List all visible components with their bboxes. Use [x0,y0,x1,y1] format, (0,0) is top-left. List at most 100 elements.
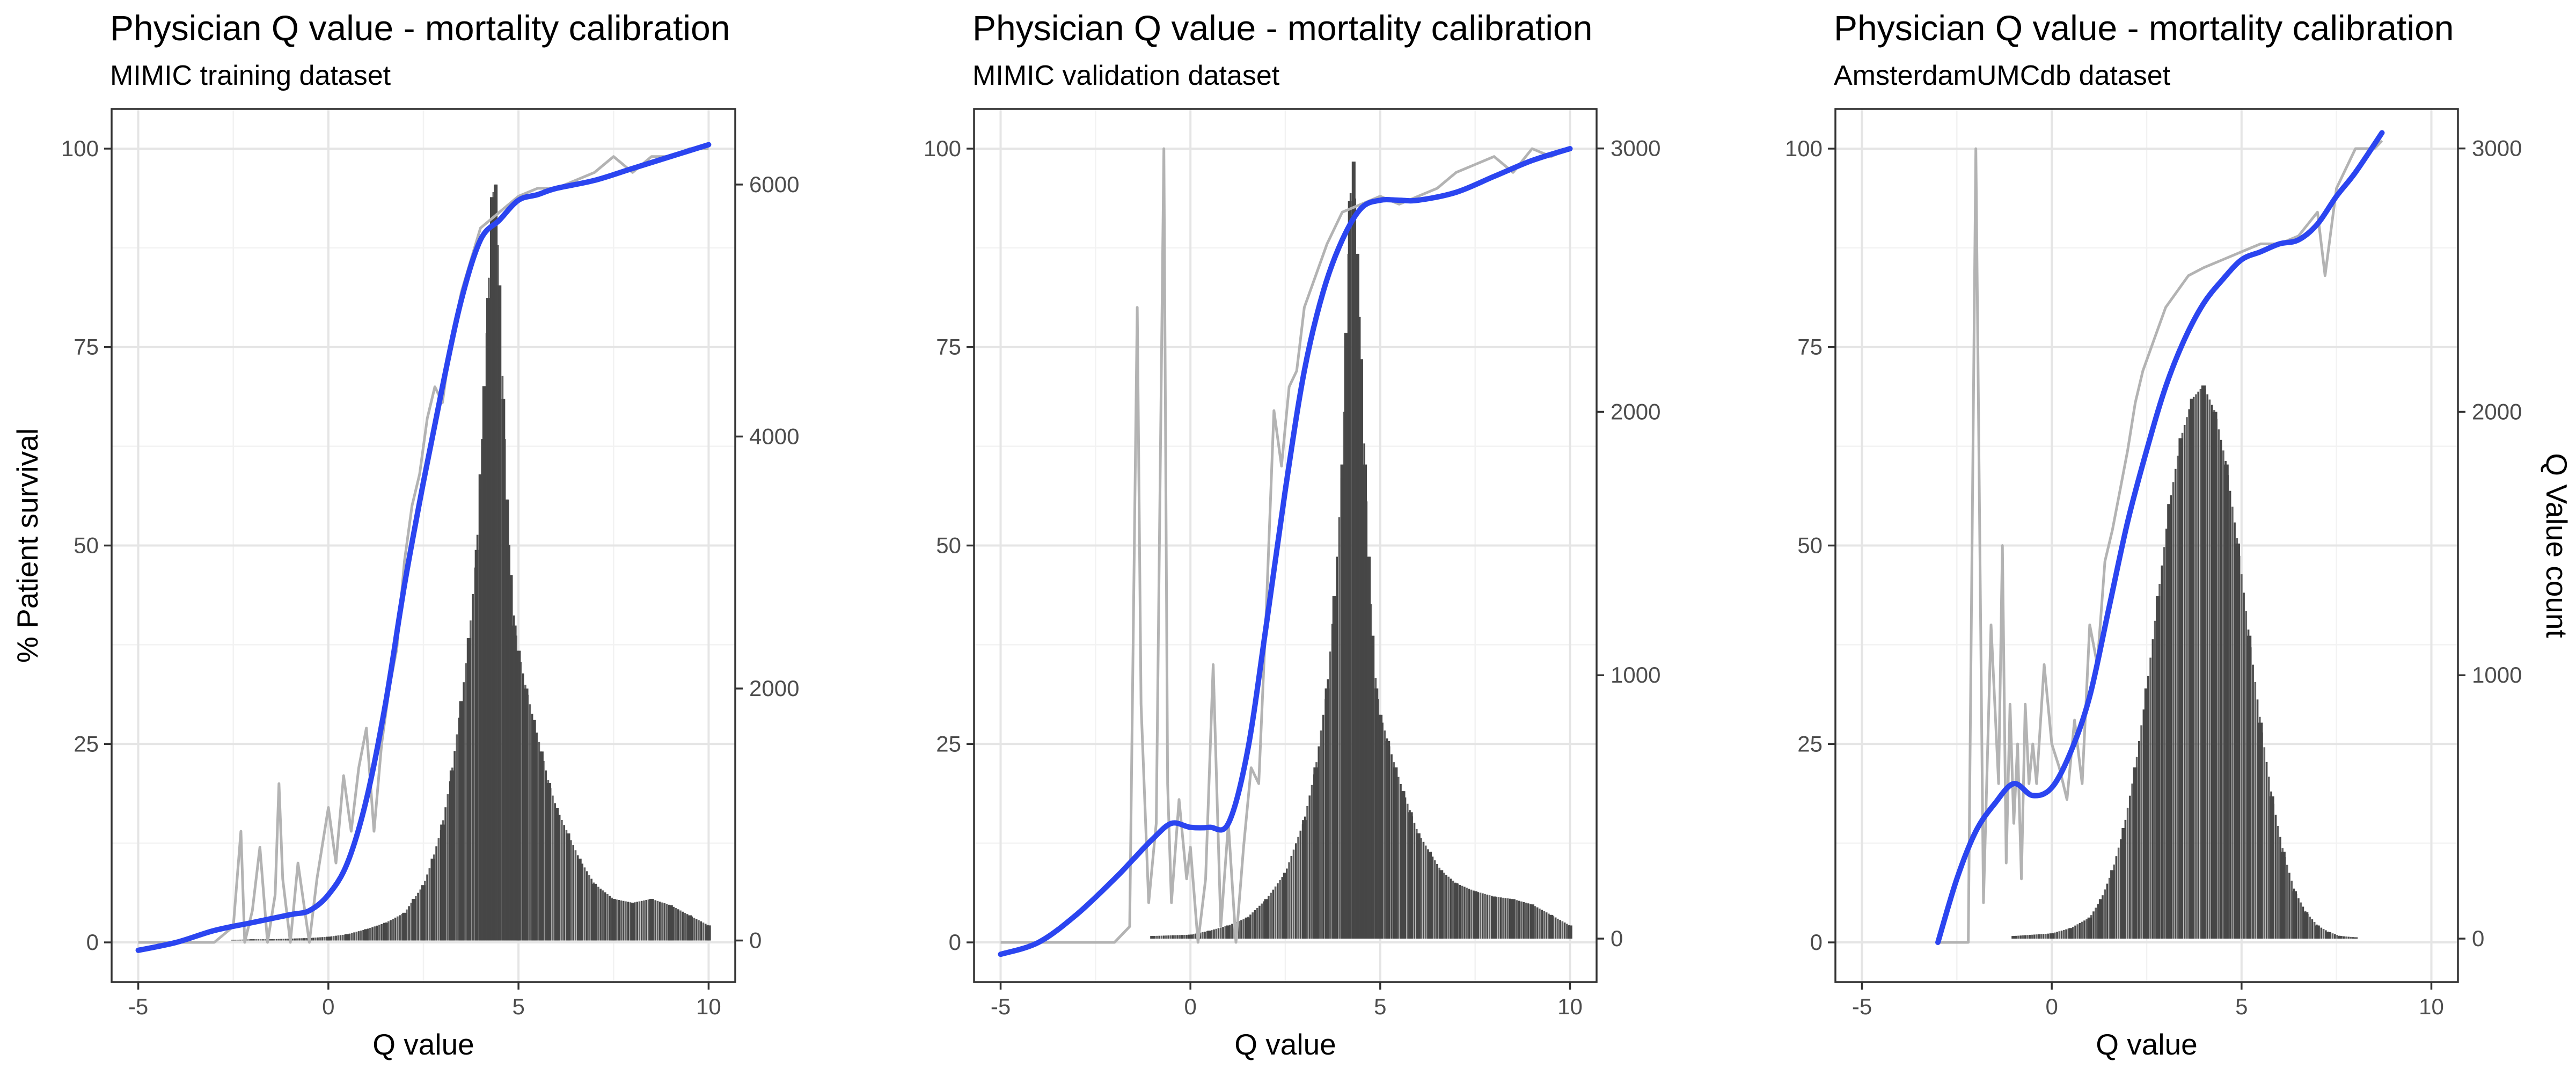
histogram-bin [675,908,677,941]
histogram-bin [2313,921,2316,939]
histogram-bin [1365,501,1368,939]
histogram-bin [2234,522,2236,939]
histogram-bin [658,902,661,941]
histogram-bin [552,795,554,941]
histogram-bin [2254,682,2257,939]
y2-tick-label: 4000 [749,423,799,449]
histogram-bin [332,936,335,941]
histogram-bin [1457,884,1459,939]
histogram-bin [2058,931,2061,939]
histogram-bin [1208,931,1211,939]
histogram-bin [1331,624,1334,939]
histogram-bin [654,900,657,941]
histogram-bin [691,916,693,941]
histogram-bin [1381,722,1384,939]
histogram-bin [625,901,627,941]
histogram-bin [1299,830,1302,939]
y-axis-label: % Patient survival [11,428,44,663]
histogram-bin [330,936,333,941]
histogram-bin [1486,894,1489,939]
x-axis-label: Q value [2096,1028,2198,1061]
histogram-bin [1447,876,1450,939]
histogram-bin [444,807,447,941]
histogram-bin [1377,699,1379,939]
histogram-bin [645,900,648,941]
histogram-bin [2115,856,2118,939]
histogram-bin [1245,918,1247,939]
histogram-bin [2327,931,2329,939]
histogram-bin [595,885,597,941]
histogram-bin [2113,864,2115,939]
histogram-bin [510,585,513,941]
histogram-bin [374,926,376,941]
histogram-bin [588,875,590,941]
histogram-bin [583,867,586,941]
histogram-bin [1561,921,1564,939]
histogram-bin [401,914,404,941]
histogram-bin [1222,927,1224,939]
histogram-bin [1292,850,1295,939]
histogram-bin [1306,806,1308,939]
histogram-bin [1541,910,1543,939]
histogram-bin [1270,892,1272,939]
y2-tick-label: 6000 [749,172,799,197]
histogram-bin [314,938,317,941]
y-tick-label: 50 [936,533,961,558]
histogram-bin [1263,901,1265,939]
histogram-bin [2181,433,2184,939]
histogram-bin [2012,936,2015,939]
histogram-bin [2065,929,2067,939]
histogram-bin [1502,897,1504,939]
histogram-bin [417,892,419,941]
histogram-bin [1288,862,1290,939]
histogram-bin [1543,911,1546,939]
histogram-bin [1217,928,1220,939]
histogram-bin [453,751,456,941]
chart-title: Physician Q value - mortality calibratio… [1834,8,2454,48]
histogram-bin [1311,785,1313,939]
histogram-bin [1482,893,1484,939]
histogram-bin [627,902,629,941]
histogram-bin [543,760,545,941]
histogram-bin [1231,924,1233,939]
histogram-bin [592,882,595,941]
histogram-bin [1566,924,1568,939]
histogram-bin [611,897,613,941]
histogram-bin [1224,926,1227,939]
histogram-bin [2079,923,2081,939]
histogram-bin [672,906,675,941]
histogram-bin [2190,401,2193,939]
histogram-bin [1516,900,1518,939]
histogram-bin [305,938,308,941]
histogram-bin [470,620,472,941]
histogram-bin [246,939,248,941]
histogram-bin [1354,198,1356,939]
histogram-bin [2069,928,2072,939]
histogram-bin [1361,380,1363,939]
y-tick-label: 0 [86,929,99,955]
y-tick-label: 75 [936,334,961,360]
histogram-bin [1418,834,1420,939]
histogram-bin [2036,934,2038,939]
histogram-bin [565,830,568,941]
histogram-bin [1495,897,1498,939]
histogram-bin [2307,914,2309,939]
histogram-bin [421,886,424,941]
histogram-bin [2204,389,2206,939]
histogram-bin [613,899,616,941]
histogram-bin [700,921,702,941]
histogram-bin [1297,837,1299,939]
histogram-bin [561,819,563,941]
x-tick-label: 0 [322,994,334,1019]
histogram-bin [2156,602,2158,939]
histogram-bin [241,939,244,941]
histogram-bin [1343,412,1345,939]
histogram-bin [2290,881,2293,939]
histogram-bin [476,535,479,941]
histogram-bin [519,662,522,941]
histogram-bin [665,904,668,941]
histogram-bin [357,931,360,941]
